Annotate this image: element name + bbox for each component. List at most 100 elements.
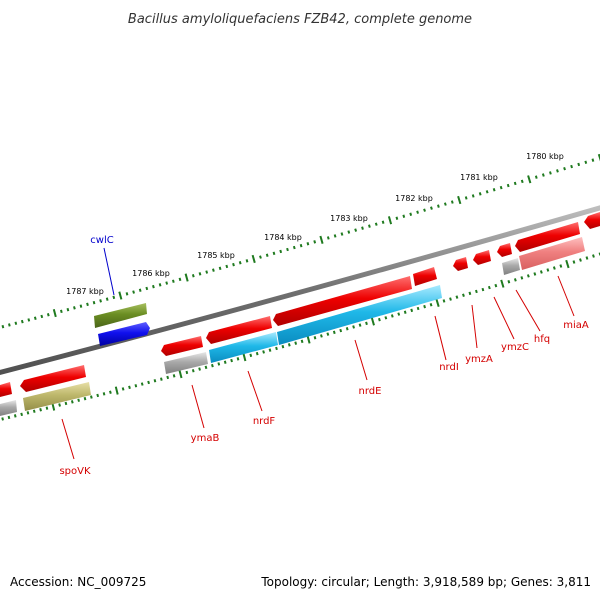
leader-nrdF	[247, 370, 263, 412]
gene-miaA-shadow-feature[interactable]	[519, 237, 585, 270]
scale-minor-tick	[471, 194, 475, 198]
scale-minor-tick	[442, 299, 446, 303]
scale-minor-tick	[58, 403, 61, 407]
scale-minor-tick	[526, 274, 530, 278]
gene-cwlC-feature[interactable]	[98, 322, 150, 346]
gene-label-ymzA[interactable]: ymzA	[465, 354, 493, 365]
scale-minor-tick	[13, 414, 17, 418]
scale-minor-tick	[326, 236, 330, 240]
scale-minor-tick	[306, 242, 310, 246]
leader-hfq	[515, 289, 541, 332]
gene-label-spoVK[interactable]: spoVK	[59, 466, 91, 477]
scale-minor-tick	[299, 243, 303, 248]
scale-minor-tick	[39, 407, 42, 412]
gene-ymaB-shadow-feature[interactable]	[164, 352, 208, 374]
gene-ymzA-feature[interactable]	[453, 257, 468, 271]
gene-nrdE-shadow-feature[interactable]	[277, 285, 442, 345]
gene-spoVK-feature[interactable]	[20, 365, 86, 392]
scale-minor-tick	[378, 317, 381, 322]
gene-label-hfq[interactable]: hfq	[534, 334, 550, 345]
scale-minor-tick	[416, 210, 419, 214]
kbp-label-1782: 1782 kbp	[395, 194, 433, 203]
scale-minor-tick	[449, 297, 452, 301]
gene-nrdI-feature[interactable]	[413, 267, 437, 286]
scale-minor-tick	[160, 377, 163, 381]
label-leaders	[61, 247, 575, 460]
scale-minor-tick	[26, 411, 30, 415]
scale-minor-tick	[292, 245, 296, 250]
gene-hfq-feature[interactable]	[497, 243, 512, 257]
scale-major-tick	[242, 353, 247, 362]
scale-major-tick	[457, 195, 462, 205]
scale-minor-tick	[339, 328, 343, 333]
gene-label-cwlC[interactable]: cwlC	[90, 235, 113, 246]
scale-minor-tick	[70, 400, 74, 404]
scale-minor-tick	[437, 204, 440, 208]
scale-minor-tick	[138, 288, 142, 292]
scale-minor-tick	[268, 348, 272, 352]
scale-minor-tick	[416, 306, 420, 311]
scale-minor-tick	[230, 358, 233, 363]
scale-minor-tick	[46, 313, 50, 317]
scale-minor-tick	[563, 166, 566, 171]
scale-minor-tick	[140, 382, 144, 386]
scale-minor-tick	[591, 158, 595, 162]
scale-major-tick	[118, 291, 123, 300]
scale-minor-tick	[166, 375, 170, 380]
gene-nrdF-shadow-feature[interactable]	[209, 332, 278, 363]
scale-minor-tick	[66, 307, 70, 312]
gene-nrdF-feature[interactable]	[206, 316, 272, 344]
gene-label-miaA[interactable]: miaA	[563, 320, 589, 331]
scale-minor-tick	[14, 321, 18, 325]
scale-minor-tick	[245, 259, 249, 263]
topology-text: Topology: circular; Length: 3,918,589 bp…	[260, 575, 591, 589]
gene-label-nrdI[interactable]: nrdI	[439, 362, 459, 373]
scale-minor-tick	[212, 268, 215, 272]
gene-right-edge-feature[interactable]	[584, 212, 600, 229]
scale-minor-tick	[125, 292, 129, 296]
scale-minor-tick	[79, 304, 83, 308]
scale-minor-tick	[198, 367, 201, 371]
gene-nrdE-feature[interactable]	[273, 276, 412, 326]
scale-minor-tick	[7, 415, 11, 420]
scale-minor-tick	[332, 330, 336, 335]
scale-minor-tick	[409, 212, 413, 216]
scale-minor-tick	[185, 370, 189, 375]
scale-minor-tick	[238, 261, 242, 265]
scale-minor-tick	[462, 293, 465, 297]
gene-spoVK-shadow-feature[interactable]	[23, 382, 91, 411]
scale-minor-tick	[287, 343, 291, 347]
scale-minor-tick	[320, 334, 323, 338]
scale-major-tick	[251, 254, 256, 264]
scale-minor-tick	[468, 291, 472, 296]
scale-minor-tick	[403, 310, 407, 314]
gene-left-edge-feature[interactable]	[0, 382, 12, 397]
scale-minor-tick	[158, 283, 162, 287]
gene-cwlC-shadow-feature[interactable]	[94, 303, 147, 328]
left-gray-feature[interactable]	[0, 400, 17, 416]
scale-minor-tick	[395, 216, 399, 220]
gene-label-ymzC[interactable]: ymzC	[501, 342, 529, 353]
gene-miaA-feature[interactable]	[515, 222, 580, 252]
scale-minor-tick	[232, 262, 235, 267]
scale-minor-tick	[60, 309, 63, 314]
gene-hfq-shadow-feature[interactable]	[502, 258, 520, 275]
leader-miaA	[557, 275, 575, 317]
scale-minor-tick	[134, 384, 138, 388]
scale-minor-tick	[464, 196, 468, 200]
scale-minor-tick	[485, 190, 489, 194]
scale-minor-tick	[354, 228, 358, 232]
scale-major-tick	[387, 216, 393, 225]
scale-minor-tick	[86, 302, 89, 307]
gene-ymzC-feature[interactable]	[473, 250, 491, 265]
scale-minor-tick	[381, 220, 385, 224]
scale-major-tick	[184, 273, 189, 282]
scale-minor-tick	[520, 276, 524, 280]
gene-label-nrdE[interactable]: nrdE	[359, 386, 382, 397]
scale-minor-tick	[198, 272, 202, 276]
scale-minor-tick	[513, 278, 517, 282]
genome-backbone	[0, 205, 600, 375]
gene-ymaB-feature[interactable]	[161, 336, 203, 356]
gene-label-ymaB[interactable]: ymaB	[191, 433, 220, 444]
gene-label-nrdF[interactable]: nrdF	[253, 416, 276, 427]
